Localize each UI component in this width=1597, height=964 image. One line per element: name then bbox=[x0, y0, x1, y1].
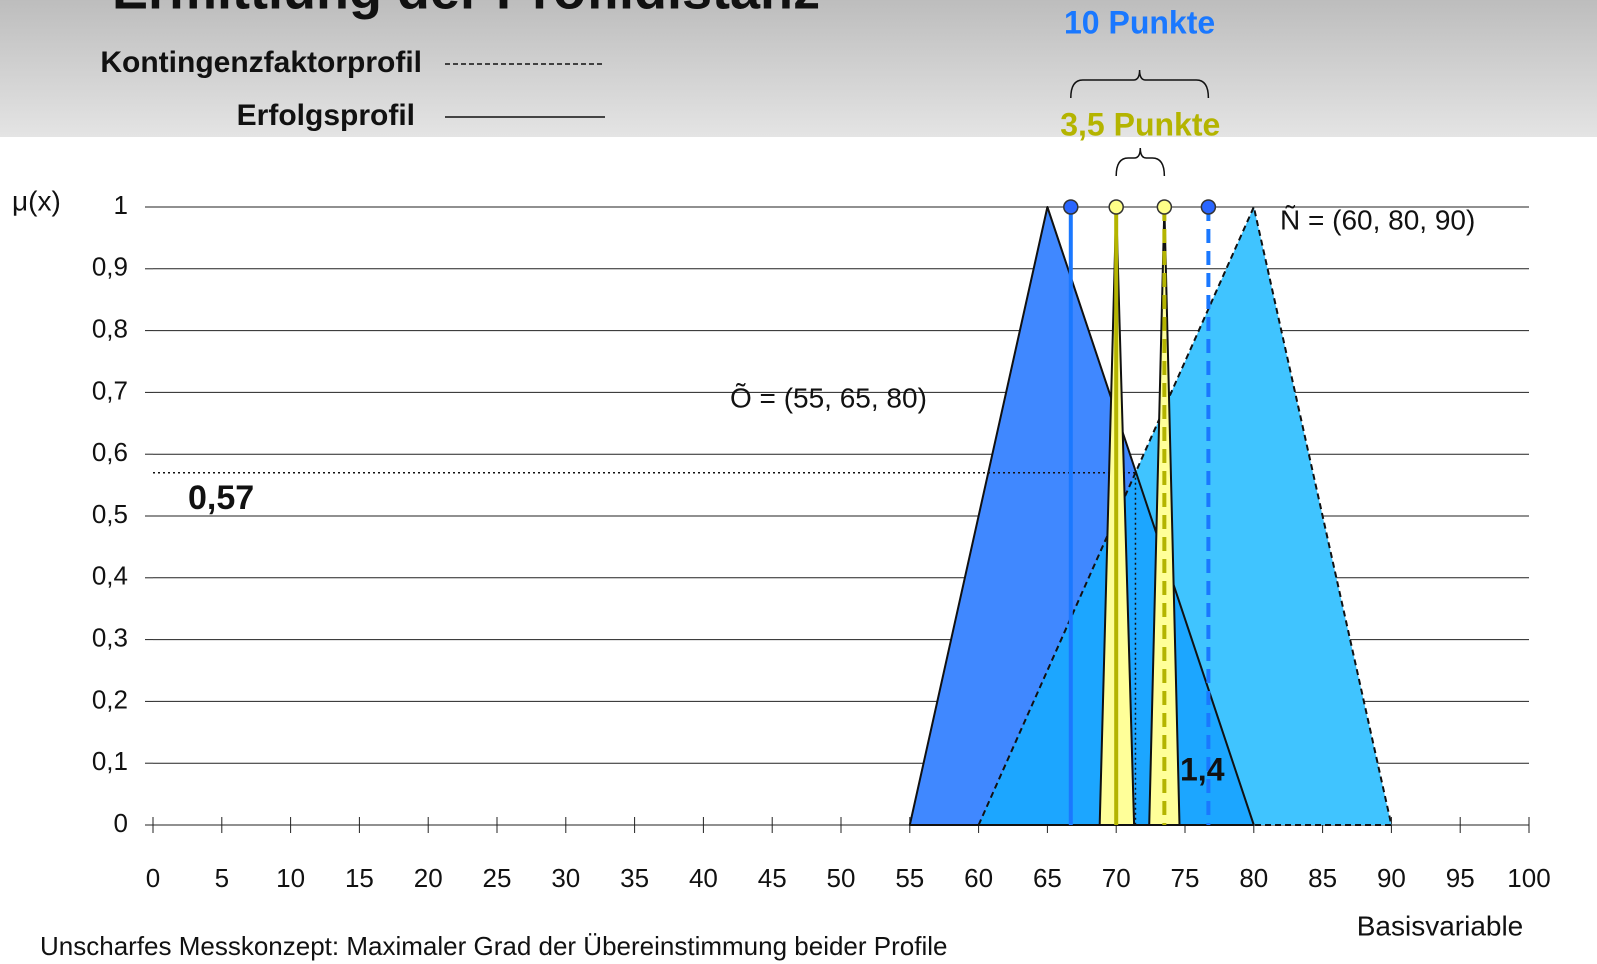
x-tick-label: 45 bbox=[758, 863, 787, 893]
x-tick-label: 65 bbox=[1033, 863, 1062, 893]
series-label: Õ = (55, 65, 80) bbox=[730, 382, 927, 413]
x-tick-label: 10 bbox=[276, 863, 305, 893]
y-tick-label: 0,5 bbox=[92, 499, 128, 529]
distance-dot bbox=[1200, 199, 1217, 215]
y-tick-label: 1 bbox=[114, 190, 128, 220]
plot-background bbox=[0, 137, 1597, 964]
x-tick-label: 0 bbox=[146, 863, 160, 893]
y-tick-label: 0,7 bbox=[92, 375, 128, 405]
x-tick-label: 55 bbox=[895, 863, 924, 893]
legend-label: Kontingenzfaktorprofil bbox=[100, 46, 422, 79]
fuzzy-number-outline bbox=[977, 206, 1393, 826]
brace bbox=[1115, 147, 1166, 177]
x-tick-label: 35 bbox=[620, 863, 649, 893]
annotation: 1,4 bbox=[1180, 751, 1225, 787]
x-tick-label: 90 bbox=[1377, 863, 1406, 893]
y-tick-label: 0,8 bbox=[92, 313, 128, 343]
y-tick-label: 0,6 bbox=[92, 437, 128, 467]
distance-label: 10 Punkte bbox=[1064, 4, 1215, 40]
y-tick-label: 0,9 bbox=[92, 252, 128, 282]
x-tick-label: 20 bbox=[414, 863, 443, 893]
header-background bbox=[0, 0, 1597, 137]
series-label: Ñ = (60, 80, 90) bbox=[1280, 204, 1475, 235]
x-tick-label: 100 bbox=[1507, 863, 1550, 893]
fuzzy-number-outline bbox=[908, 206, 1255, 826]
distance-label: 3,5 Punkte bbox=[1060, 106, 1220, 142]
x-tick-label: 60 bbox=[964, 863, 993, 893]
x-tick-label: 95 bbox=[1446, 863, 1475, 893]
x-tick-label: 70 bbox=[1102, 863, 1131, 893]
x-tick-label: 80 bbox=[1239, 863, 1268, 893]
x-tick-label: 50 bbox=[827, 863, 856, 893]
x-tick-label: 5 bbox=[215, 863, 229, 893]
x-tick-label: 30 bbox=[551, 863, 580, 893]
y-tick-label: 0,2 bbox=[92, 684, 128, 714]
x-tick-label: 15 bbox=[345, 863, 374, 893]
intersection-label: 0,57 bbox=[188, 479, 254, 517]
distance-dot bbox=[1108, 199, 1124, 215]
distance-dot bbox=[1156, 199, 1173, 215]
y-tick-label: 0,1 bbox=[92, 746, 128, 776]
y-axis-label: μ(x) bbox=[12, 185, 61, 216]
y-tick-label: 0,3 bbox=[92, 622, 128, 652]
x-tick-label: 40 bbox=[689, 863, 718, 893]
title: Ermittlung der Profildistanz bbox=[112, 0, 820, 20]
distance-dot bbox=[1063, 199, 1079, 215]
brace bbox=[1070, 69, 1210, 99]
x-tick-label: 75 bbox=[1171, 863, 1200, 893]
x-tick-label: 85 bbox=[1308, 863, 1337, 893]
x-axis-label: Basisvariable bbox=[1357, 910, 1524, 941]
x-tick-label: 25 bbox=[483, 863, 512, 893]
caption: Unscharfes Messkonzept: Maximaler Grad d… bbox=[40, 931, 947, 961]
legend-label: Erfolgsprofil bbox=[237, 99, 415, 132]
y-tick-label: 0 bbox=[114, 808, 128, 838]
y-tick-label: 0,4 bbox=[92, 561, 128, 591]
